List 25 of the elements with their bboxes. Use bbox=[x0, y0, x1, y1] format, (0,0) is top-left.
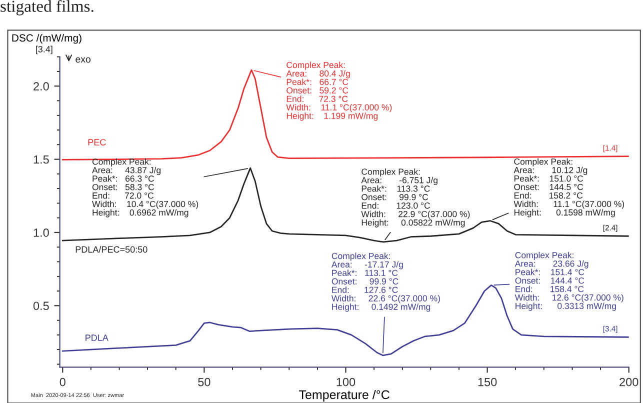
x-axis-title: Temperature /°C bbox=[299, 390, 390, 402]
annotation: Complex Peak: Area: 43.87 J/g Peak*: 66.3 °C Onset: 58.3 °C End: 72.0 °C Width: 10.4 °C(37.000 %) Height: 0.6962 mW/mg bbox=[92, 158, 198, 218]
line-series bbox=[62, 167, 629, 243]
x-tick-label: 50 bbox=[198, 378, 210, 386]
series-label: PDLA bbox=[86, 334, 108, 341]
y-tick-label: 0.5 bbox=[33, 302, 49, 310]
x-tick-label: 200 bbox=[620, 378, 638, 386]
annotation: Complex Peak: Area: 23.66 J/g Peak*: 151.4 °C Onset: 144.4 °C End: 158.4 °C Width: 12.6 °C(37.000 %) Height: 0.3313 mW/mg bbox=[514, 252, 624, 311]
annotation: Complex Peak: Area: -17.17 J/g Peak*: 113.1 °C Onset: 99.9 °C End: 127.6 °C Width: 22.6 °C(37.000 %) Height: 0.1492 mW/mg bbox=[331, 252, 440, 312]
y-tick-label: 1.5 bbox=[34, 155, 49, 164]
x-tick-label: 150 bbox=[478, 378, 497, 386]
text: stigated films. bbox=[0, 0, 94, 16]
annotation: Complex Peak: Area: -6.751 J/g Peak*: 113.3 °C Onset: 99.9 °C End: 123.0 °C Width: 22.9 °C(37.000 %) Height: 0.05822 mW/mg bbox=[361, 168, 470, 228]
y-tick-label: 1.0 bbox=[34, 228, 49, 237]
x-tick-label: 100 bbox=[336, 378, 356, 386]
annotation: Complex Peak: Area: 80.4 J/g Peak*: 66.7 °C Onset: 59.2 °C End: 72.3 °C Width: 11.1 °C(37.000 %) Height: 1.199 mW/mg bbox=[286, 62, 392, 121]
x-tick-label: 0 bbox=[60, 378, 66, 386]
text: [3.4] bbox=[36, 46, 52, 54]
y-tick-label: 2.0 bbox=[34, 82, 49, 90]
annotation: exo bbox=[76, 57, 90, 63]
y-axis-title: DSC /(mW/mg) bbox=[12, 34, 82, 44]
series-label: PDLA/PEC=50:50 bbox=[76, 246, 148, 253]
annotation: Complex Peak: Area: 10.12 J/g Peak*: 151.0 °C Onset: 144.5 °C End: 158.2 °C Width: 11.1 °C(37.000 %) Height: 0.1598 mW/mg bbox=[514, 158, 624, 218]
series-label: PEC bbox=[88, 139, 106, 146]
line-series bbox=[62, 284, 629, 356]
